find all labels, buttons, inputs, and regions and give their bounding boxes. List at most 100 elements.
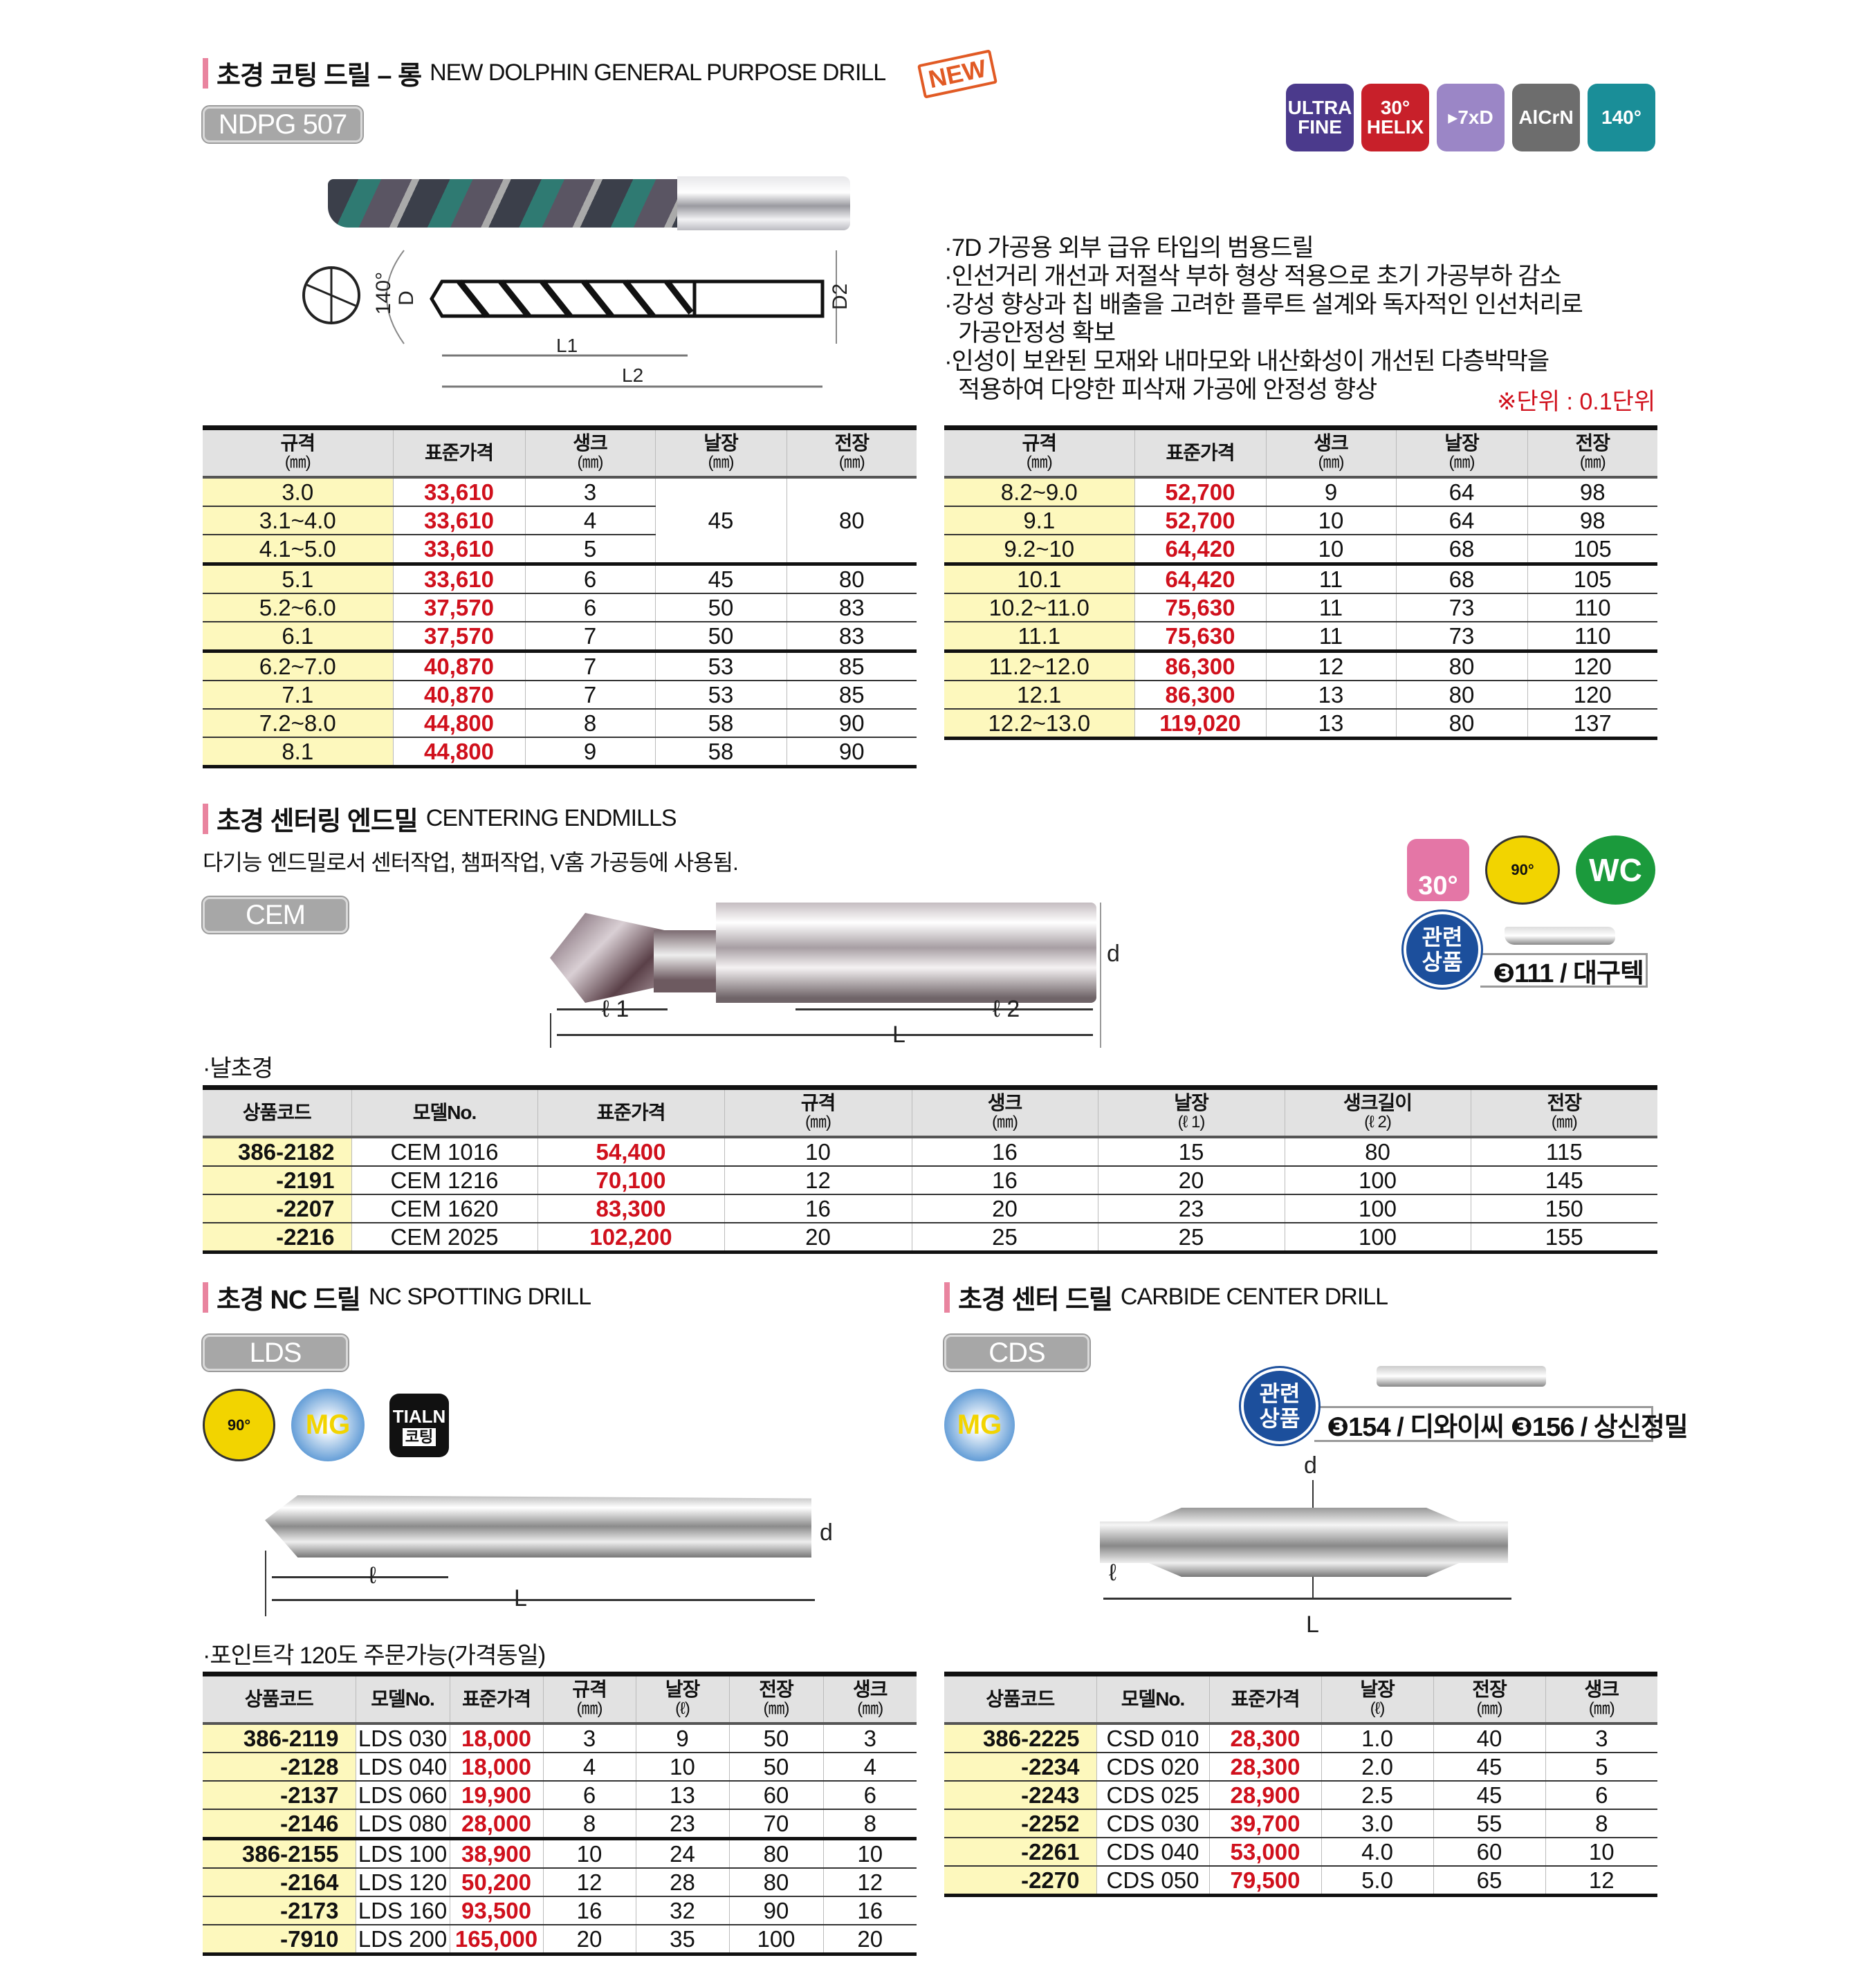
table-cell: 9.1 [944, 506, 1134, 535]
table-cell: 52,700 [1134, 477, 1266, 507]
table-cell: 83,300 [537, 1194, 724, 1223]
table-cell: 10 [1265, 506, 1396, 535]
angle-90-icon: 90° [203, 1389, 275, 1461]
icon-label: TIALN [392, 1406, 446, 1427]
table-cell: 8.1 [203, 737, 393, 768]
table-cell: 16 [911, 1136, 1098, 1167]
related-label: 관련 [1422, 925, 1463, 950]
table-cell: 6 [524, 564, 655, 594]
table-cell: 5.1 [203, 564, 393, 594]
column-header: 표준가격 [1134, 425, 1266, 479]
table-cell: 100 [728, 1924, 823, 1956]
table-cell: 93,500 [449, 1896, 543, 1925]
column-header: 생크길이 (ℓ 2) [1284, 1085, 1471, 1138]
table-row: 386-2225 CSD 010 28,300 1.0 40 3 [944, 1723, 1657, 1753]
column-header: 날장 (ℓ) [635, 1672, 729, 1725]
table-cell: 23 [1097, 1194, 1285, 1223]
section-title-cem: 초경 센터링 엔드밀 CENTERING ENDMILLS [203, 799, 677, 838]
table-cell: 8 [524, 708, 655, 738]
icon-label: 30° [1380, 97, 1410, 118]
table-cell: 11 [1265, 564, 1396, 594]
icon-label: AlCrN [1518, 107, 1574, 128]
table-cell: LDS 040 [355, 1752, 450, 1782]
icon-label: ▸7xD [1448, 107, 1493, 128]
table-row: 3.0 33,610 3 45 80 [203, 477, 917, 566]
related-product-image [1377, 1366, 1546, 1387]
table-cell: 4 [822, 1752, 917, 1782]
table-cell: 8.2~9.0 [944, 477, 1134, 507]
table-cell: 20 [822, 1924, 917, 1956]
alcrn-icon: AlCrN [1512, 84, 1580, 151]
table-cell: 33,610 [392, 564, 525, 594]
table-row: 12.2~13.0 119,020 13 80 137 [944, 708, 1657, 740]
related-label: 상품 [1259, 1406, 1300, 1431]
table-cell: 28,300 [1208, 1723, 1321, 1753]
table-cell: 8 [1545, 1809, 1657, 1838]
table-cell: 7.1 [203, 680, 393, 710]
drill-diagram: 140° D D2 L1 L2 [300, 243, 867, 389]
table-row: 7.2~8.0 44,800 8 58 90 [203, 708, 917, 738]
cem-spec-table: 상품코드 모델No. 표준가격 규격 (㎜) 생크 (㎜) 날장 (ℓ 1) 생크길이 (ℓ 2) 전… [203, 1085, 1657, 1254]
column-header: 모델No. [351, 1085, 537, 1138]
title-en: NC SPOTTING DRILL [368, 1284, 591, 1310]
table-row: 12.1 86,300 13 80 120 [944, 680, 1657, 710]
table-row: 9.1 52,700 10 64 98 [944, 506, 1657, 535]
table-cell: 11 [1265, 621, 1396, 653]
table-cell: 8 [542, 1809, 636, 1840]
icon-label: WC [1589, 852, 1642, 888]
column-header: 규격 (㎜) [203, 425, 393, 479]
column-header: 날장 (ℓ) [1321, 1672, 1433, 1725]
drill-drawing [302, 250, 837, 388]
table-cell: 60 [1433, 1837, 1545, 1867]
table-row: 10.1 64,420 11 68 105 [944, 564, 1657, 594]
table-cell: 44,800 [392, 737, 525, 768]
table-cell: 3 [542, 1723, 636, 1753]
table-cell: 3.0 [1321, 1809, 1433, 1838]
table-cell: 386-2155 [203, 1838, 356, 1869]
related-product-badge: 관련 상품 [1401, 909, 1483, 990]
related-text: ❸111 / 대구텍 [1493, 959, 1644, 988]
table-cell: 52,700 [1134, 506, 1266, 535]
table-cell: 5.0 [1321, 1865, 1433, 1897]
table-cell: -2207 [203, 1194, 351, 1223]
cds-spec-table: 상품코드 모델No. 표준가격 날장 (ℓ) 전장 (㎜) 생크 (㎜) 386-2225 CSD … [944, 1672, 1657, 1897]
table-cell: 64 [1395, 506, 1527, 535]
title-ko: 초경 센터 드릴 [958, 1286, 1113, 1315]
table-cell: -2216 [203, 1222, 351, 1254]
column-header: 전장 (㎜) [786, 425, 917, 479]
table-row: 4.1~5.0 33,610 5 [203, 534, 917, 566]
table-cell: 40,870 [392, 651, 525, 681]
table-cell: LDS 160 [355, 1896, 450, 1925]
table-cell: 10 [724, 1136, 912, 1167]
table-cell: 6 [542, 1780, 636, 1810]
bullet: ·7D 가공용 외부 급유 타입의 범용드릴 [944, 234, 1314, 261]
table-row: -2234 CDS 020 28,300 2.0 45 5 [944, 1752, 1657, 1782]
table-cell: 86,300 [1134, 651, 1266, 681]
table-cell: 6.1 [203, 621, 393, 653]
table-cell: 28,900 [1208, 1780, 1321, 1810]
table-cell: 110 [1527, 593, 1657, 622]
tialn-coating-icon: TIALN 코팅 [389, 1394, 449, 1457]
dim-l2: ℓ 2 [993, 996, 1020, 1022]
table-cell: 16 [724, 1194, 912, 1223]
table-cell: -2128 [203, 1752, 356, 1782]
table-cell: 7.2~8.0 [203, 708, 393, 738]
related-label: 관련 [1259, 1381, 1300, 1406]
column-header: 전장 (㎜) [1527, 425, 1657, 479]
title-ko: 초경 코팅 드릴 – 롱 [217, 62, 422, 91]
icon-label: FINE [1298, 116, 1342, 138]
column-header: 생크 (㎜) [524, 425, 655, 479]
table-cell: 45 [654, 477, 787, 566]
table-cell: -2270 [944, 1865, 1096, 1897]
table-cell: 40 [1433, 1723, 1545, 1753]
table-cell: 44,800 [392, 708, 525, 738]
table-cell: 4.1~5.0 [203, 534, 393, 566]
table-cell: 13 [1265, 708, 1396, 740]
dim-l1: ℓ 1 [602, 996, 629, 1022]
table-cell: 20 [1097, 1165, 1285, 1195]
icon-label: MG [957, 1409, 1002, 1440]
column-header: 전장 (㎜) [728, 1672, 823, 1725]
bullet: 적용하여 다양한 피삭재 가공에 안정성 향상 [958, 376, 1377, 403]
table-cell: 11 [1265, 593, 1396, 622]
related-product-box: ❸154 / 디와이씨 ❸156 / 상신정밀 [1314, 1406, 1689, 1442]
